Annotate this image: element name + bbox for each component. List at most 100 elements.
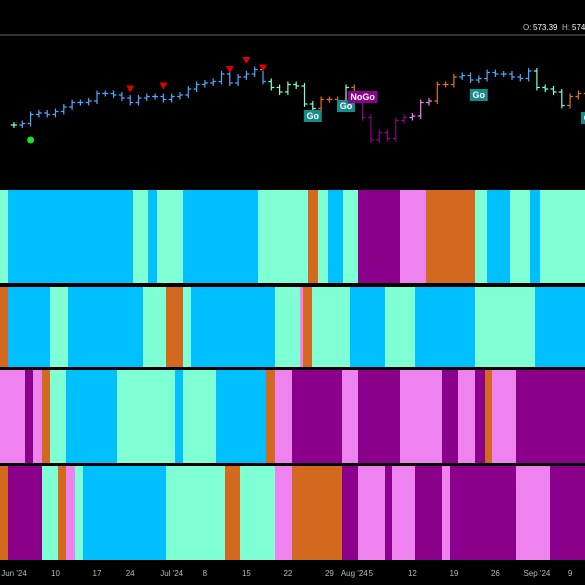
price-bar (102, 90, 109, 97)
signal-badge-bg (347, 91, 378, 103)
open-label: O: (523, 23, 531, 32)
regime-band (475, 370, 485, 463)
price-bar (226, 71, 233, 86)
regime-band (68, 287, 143, 367)
regime-band (426, 190, 475, 283)
price-bar (60, 104, 67, 115)
regime-band (50, 287, 68, 367)
regime-band (342, 370, 358, 463)
regime-band (492, 370, 516, 463)
price-bar (509, 71, 515, 80)
buy-marker (27, 136, 35, 144)
regime-band (8, 466, 42, 560)
x-tick-label: 19 (449, 569, 458, 578)
price-bar (500, 71, 507, 77)
price-bar (467, 72, 474, 83)
regime-band (58, 466, 66, 560)
signal-badge-bg (581, 112, 585, 124)
price-bar (85, 98, 92, 106)
price-bar (475, 75, 482, 83)
price-bar (168, 93, 175, 103)
x-tick-label: 24 (126, 569, 135, 578)
price-bar (193, 81, 200, 92)
regime-band (8, 190, 133, 283)
regime-band (275, 466, 292, 560)
regime-band (0, 466, 8, 560)
price-bar (392, 117, 399, 142)
regime-band (385, 287, 415, 367)
regime-band (275, 370, 292, 463)
regime-band (516, 466, 550, 560)
regime-band (148, 190, 157, 283)
regime-band (0, 190, 8, 283)
price-bar (558, 89, 565, 109)
regime-band (343, 190, 358, 283)
x-tick-label: 22 (283, 569, 292, 578)
sell-marker (225, 66, 234, 73)
regime-band (358, 370, 400, 463)
price-bar (318, 96, 325, 112)
sell-marker (242, 57, 251, 64)
regime-band (303, 287, 312, 367)
x-tick-label: 17 (93, 569, 102, 578)
sell-marker (159, 82, 168, 90)
signal-badge: NoGo (350, 92, 375, 102)
price-bar (525, 68, 532, 82)
regime-band (191, 287, 275, 367)
regime-band (400, 190, 426, 283)
regime-band (350, 287, 385, 367)
price-bar (293, 81, 300, 89)
regime-band (300, 287, 303, 367)
regime-band (308, 190, 318, 283)
price-bar (542, 84, 549, 92)
price-bar (309, 101, 316, 112)
x-tick-label: 12 (408, 569, 417, 578)
regime-band (183, 287, 191, 367)
signal-badge-bg (303, 110, 322, 122)
regime-band (225, 466, 240, 560)
regime-band (458, 370, 475, 463)
price-bar (409, 113, 416, 121)
price-bar (550, 86, 557, 95)
regime-band (485, 370, 492, 463)
price-bar (401, 114, 408, 124)
price-bar (301, 83, 308, 107)
price-bar (533, 68, 540, 91)
price-bar (284, 81, 291, 95)
price-bar (376, 129, 383, 143)
price-bar (160, 93, 167, 103)
x-tick-label: 10 (51, 569, 60, 578)
price-bar (127, 95, 134, 106)
regime-band (183, 190, 258, 283)
regime-band (400, 370, 442, 463)
regime-band (510, 190, 530, 283)
price-bar (575, 90, 582, 100)
regime-band (342, 466, 358, 560)
price-bar (367, 114, 374, 143)
regime-band (358, 190, 400, 283)
price-bar (110, 90, 117, 98)
price-bar (268, 78, 275, 91)
x-tick-label: 8 (203, 569, 208, 578)
sell-marker (259, 64, 267, 72)
regime-band (42, 370, 50, 463)
x-tick-label: Aug '24 (341, 569, 368, 578)
regime-band (183, 370, 216, 463)
x-tick-label: 5 (369, 569, 374, 578)
high-value: 574 (572, 23, 585, 32)
regime-band (312, 287, 350, 367)
regime-band (292, 466, 342, 560)
regime-band (475, 190, 487, 283)
regime-band (487, 190, 510, 283)
price-bar (459, 72, 466, 80)
price-bar (94, 90, 100, 104)
regime-band (450, 466, 516, 560)
regime-band (240, 466, 275, 560)
x-tick-label: Sep '24 (523, 569, 550, 578)
regime-band (275, 287, 300, 367)
x-tick-label: Jun '24 (1, 569, 27, 578)
price-bar (492, 69, 499, 77)
open-value: 573.39 (533, 23, 558, 32)
x-tick-label: 15 (242, 569, 251, 578)
regime-band (535, 287, 585, 367)
